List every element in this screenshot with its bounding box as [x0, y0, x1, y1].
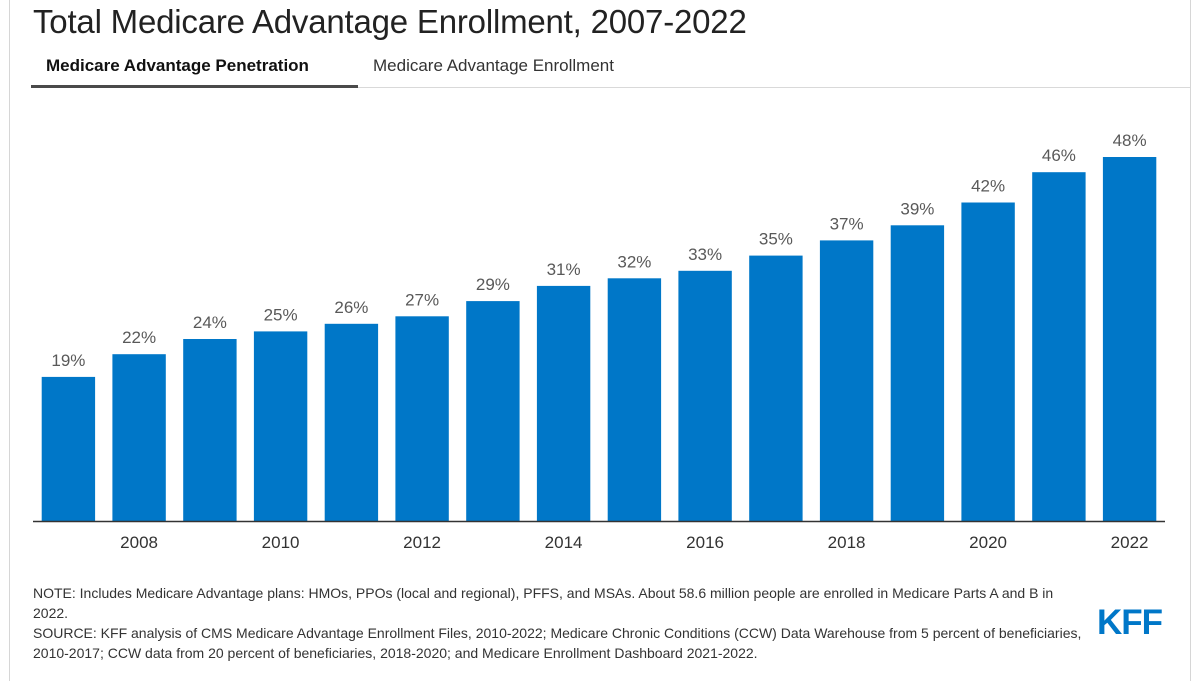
x-tick-label-2014: 2014 [545, 533, 583, 552]
bar-2022 [1102, 157, 1157, 521]
tab-medicare-advantage-enrollment[interactable]: Medicare Advantage Enrollment [373, 56, 614, 75]
x-tick-label-2020: 2020 [969, 533, 1007, 552]
bar-2016 [678, 270, 732, 522]
bar-2015 [607, 278, 662, 521]
x-tick-label-2012: 2012 [403, 533, 441, 552]
kff-logo: KFF [1097, 603, 1163, 642]
x-tick-label-2022: 2022 [1111, 533, 1149, 552]
x-tick-label-2008: 2008 [120, 533, 158, 552]
data-label-2017: 35% [759, 230, 793, 249]
bar-2013 [466, 301, 520, 521]
x-tick-label-2018: 2018 [828, 533, 866, 552]
data-label-2013: 29% [476, 275, 510, 294]
chart-title: Total Medicare Advantage Enrollment, 200… [33, 3, 747, 40]
bar-2021 [1032, 172, 1086, 521]
data-label-2012: 27% [405, 290, 439, 309]
data-label-2007: 19% [51, 351, 85, 370]
data-label-2016: 33% [688, 245, 722, 264]
bar-2014 [536, 285, 591, 521]
x-tick-label-2016: 2016 [686, 533, 724, 552]
data-label-2015: 32% [617, 252, 651, 271]
data-label-2014: 31% [547, 260, 581, 279]
x-tick-label-2010: 2010 [262, 533, 300, 552]
bar-chart: 19% 22% 2008 24% 25% 2010 26% 27% 2012 29% 31% 2014… [33, 131, 1165, 552]
data-label-2008: 22% [122, 328, 156, 347]
chart-notes: NOTE: Includes Medicare Advantage plans:… [33, 583, 1083, 663]
bar-2011 [324, 323, 379, 521]
data-label-2011: 26% [334, 298, 368, 317]
bar-2010 [253, 331, 308, 521]
data-label-2022: 48% [1113, 131, 1147, 150]
bar-2018 [819, 240, 874, 521]
bar-2009 [183, 339, 237, 521]
frame-left-border [9, 0, 10, 681]
data-label-2010: 25% [264, 305, 298, 324]
chart-tabs: Medicare Advantage Penetration Medicare … [31, 50, 1190, 90]
bar-2008 [112, 354, 166, 521]
data-label-2019: 39% [900, 199, 934, 218]
bar-2007 [41, 376, 96, 521]
bar-2019 [890, 225, 945, 522]
source-text: SOURCE: KFF analysis of CMS Medicare Adv… [33, 625, 1082, 661]
bar-2012 [395, 316, 449, 522]
frame-right-border [1190, 0, 1191, 681]
tabs-divider [358, 87, 1190, 88]
note-text: NOTE: Includes Medicare Advantage plans:… [33, 585, 1054, 621]
data-label-2009: 24% [193, 313, 227, 332]
data-label-2020: 42% [971, 177, 1005, 196]
data-label-2021: 46% [1042, 146, 1076, 165]
bar-2017 [749, 255, 803, 521]
data-label-2018: 37% [830, 214, 864, 233]
bar-2020 [961, 202, 1015, 521]
tab-medicare-advantage-penetration[interactable]: Medicare Advantage Penetration [31, 50, 358, 88]
